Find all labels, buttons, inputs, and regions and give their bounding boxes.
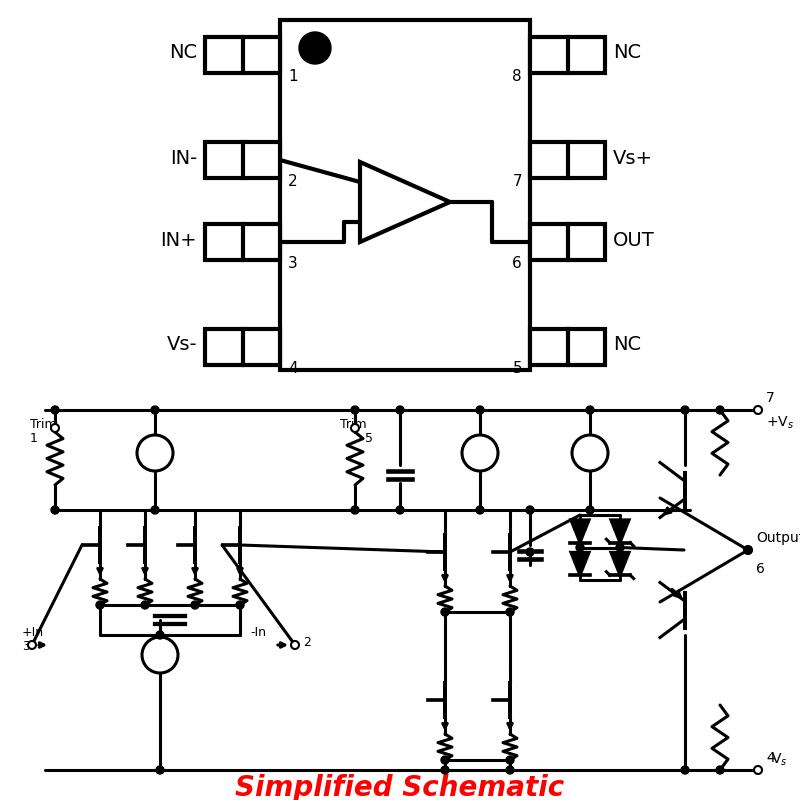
Circle shape xyxy=(141,601,149,609)
Text: 5: 5 xyxy=(365,432,373,445)
Text: +In: +In xyxy=(22,626,44,639)
Bar xyxy=(530,142,605,178)
Text: 5: 5 xyxy=(512,361,522,376)
Circle shape xyxy=(616,543,624,551)
Circle shape xyxy=(191,601,199,609)
Text: Trim: Trim xyxy=(340,418,366,431)
Circle shape xyxy=(137,435,173,471)
Text: 6: 6 xyxy=(756,562,765,576)
Circle shape xyxy=(236,601,244,609)
Circle shape xyxy=(441,756,449,764)
Text: 2: 2 xyxy=(303,637,311,650)
Circle shape xyxy=(441,766,449,774)
Text: 1: 1 xyxy=(30,432,38,445)
Text: 2: 2 xyxy=(288,174,298,189)
Text: Vs+: Vs+ xyxy=(613,149,653,167)
Text: NC: NC xyxy=(613,43,641,62)
Text: 6: 6 xyxy=(512,256,522,271)
Bar xyxy=(205,329,280,365)
Circle shape xyxy=(681,766,689,774)
Circle shape xyxy=(716,766,724,774)
Circle shape xyxy=(526,548,534,556)
Bar xyxy=(530,224,605,260)
Text: IN-: IN- xyxy=(170,149,197,167)
Text: 7: 7 xyxy=(766,391,774,405)
Polygon shape xyxy=(611,520,629,542)
Circle shape xyxy=(291,641,299,649)
Circle shape xyxy=(476,506,484,514)
Circle shape xyxy=(51,424,59,432)
Circle shape xyxy=(299,32,331,64)
Text: Vs-: Vs- xyxy=(166,335,197,354)
Bar xyxy=(530,329,605,365)
Text: -In: -In xyxy=(250,626,266,639)
Text: 4: 4 xyxy=(288,361,298,376)
Circle shape xyxy=(156,766,164,774)
Circle shape xyxy=(396,406,404,414)
Text: 4: 4 xyxy=(766,751,774,765)
Circle shape xyxy=(506,756,514,764)
Bar xyxy=(205,224,280,260)
Circle shape xyxy=(151,406,159,414)
Text: 3: 3 xyxy=(288,256,298,271)
Circle shape xyxy=(51,406,59,414)
Text: 7: 7 xyxy=(512,174,522,189)
Bar xyxy=(530,37,605,73)
Circle shape xyxy=(576,543,584,551)
Text: OUT: OUT xyxy=(613,230,654,250)
Circle shape xyxy=(572,435,608,471)
Circle shape xyxy=(526,506,534,514)
Polygon shape xyxy=(611,552,629,575)
Circle shape xyxy=(586,406,594,414)
Circle shape xyxy=(151,506,159,514)
Circle shape xyxy=(681,406,689,414)
Bar xyxy=(205,142,280,178)
Text: 8: 8 xyxy=(512,69,522,84)
Polygon shape xyxy=(360,162,450,242)
Circle shape xyxy=(396,506,404,514)
Text: 3: 3 xyxy=(22,641,30,654)
Circle shape xyxy=(744,546,752,554)
Text: Simplified Schematic: Simplified Schematic xyxy=(235,774,565,800)
Bar xyxy=(205,37,280,73)
Circle shape xyxy=(506,766,514,774)
Circle shape xyxy=(586,506,594,514)
Circle shape xyxy=(156,631,164,639)
Circle shape xyxy=(351,424,359,432)
Circle shape xyxy=(506,608,514,616)
Circle shape xyxy=(744,546,752,554)
Text: Trim: Trim xyxy=(30,418,57,431)
Bar xyxy=(280,20,530,370)
Text: +V$_s$: +V$_s$ xyxy=(766,415,794,431)
Polygon shape xyxy=(571,552,589,575)
Circle shape xyxy=(51,506,59,514)
Circle shape xyxy=(716,406,724,414)
Circle shape xyxy=(96,601,104,609)
Circle shape xyxy=(351,506,359,514)
Circle shape xyxy=(142,637,178,673)
Text: -V$_s$: -V$_s$ xyxy=(766,752,787,768)
Circle shape xyxy=(441,608,449,616)
Circle shape xyxy=(754,766,762,774)
Circle shape xyxy=(462,435,498,471)
Circle shape xyxy=(754,406,762,414)
Text: NC: NC xyxy=(169,43,197,62)
Circle shape xyxy=(476,406,484,414)
Polygon shape xyxy=(571,520,589,542)
Text: NC: NC xyxy=(613,335,641,354)
Circle shape xyxy=(351,406,359,414)
Circle shape xyxy=(28,641,36,649)
Text: 1: 1 xyxy=(288,69,298,84)
Text: Output: Output xyxy=(756,531,800,545)
Text: IN+: IN+ xyxy=(160,230,197,250)
